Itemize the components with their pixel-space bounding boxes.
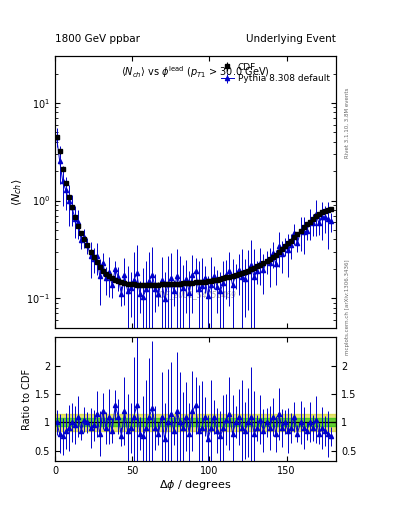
Text: mcplots.cern.ch [arXiv:1306.3436]: mcplots.cern.ch [arXiv:1306.3436]: [345, 260, 350, 355]
Text: Rivet 3.1.10, 3.8M events: Rivet 3.1.10, 3.8M events: [345, 88, 350, 158]
Text: Underlying Event: Underlying Event: [246, 33, 336, 44]
Legend: CDF, Pythia 8.308 default: CDF, Pythia 8.308 default: [219, 61, 332, 85]
Text: $\langle N_{ch}\rangle$ vs $\phi^{\rm lead}$ ($p_{T1}$ > 30.0 GeV): $\langle N_{ch}\rangle$ vs $\phi^{\rm le…: [121, 65, 270, 80]
X-axis label: $\Delta\phi$ / degrees: $\Delta\phi$ / degrees: [160, 478, 231, 493]
Text: 1800 GeV ppbar: 1800 GeV ppbar: [55, 33, 140, 44]
Bar: [55, 414, 336, 431]
Bar: [55, 418, 336, 426]
Text: CDF_2001_S4751469: CDF_2001_S4751469: [154, 291, 237, 300]
Y-axis label: Ratio to CDF: Ratio to CDF: [22, 369, 32, 430]
Y-axis label: $\langle N_{ch}\rangle$: $\langle N_{ch}\rangle$: [10, 178, 24, 206]
